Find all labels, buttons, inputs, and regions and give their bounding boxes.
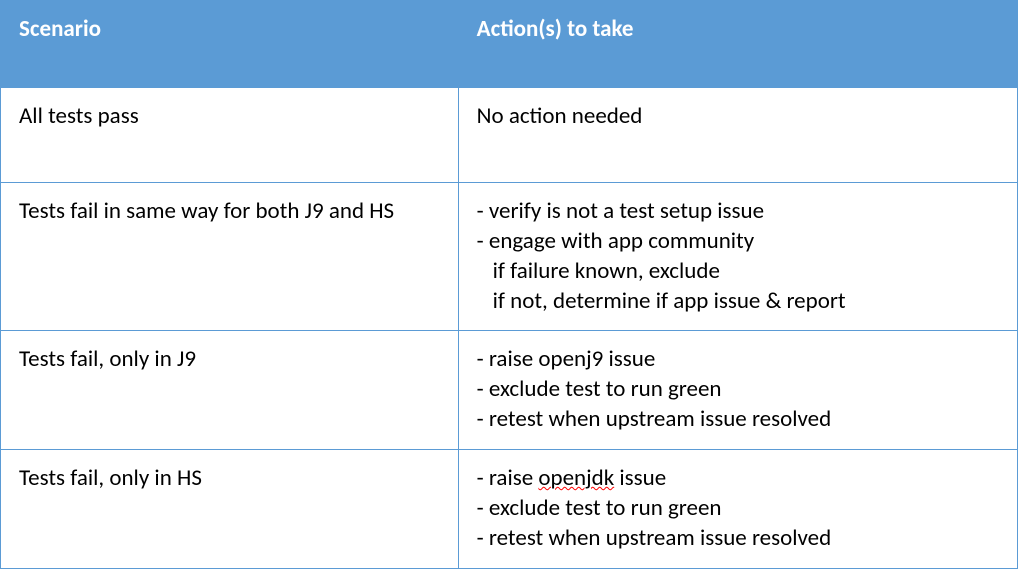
action-line: if not, determine if app issue & report [477,287,999,317]
cell-action: - verify is not a test setup issue- enga… [458,182,1017,331]
header-action: Action(s) to take [458,1,1017,88]
table-row: Tests fail in same way for both J9 and H… [1,182,1018,331]
table-body: All tests pass No action needed Tests fail… [1,88,1018,569]
action-line: - engage with app community [477,227,999,257]
action-line: - retest when upstream issue resolved [477,524,999,554]
action-line: if failure known, exclude [477,257,999,287]
cell-scenario: Tests fail, only in HS [1,450,459,569]
table-header-row: Scenario Action(s) to take [1,1,1018,88]
cell-action: - raise openj9 issue- exclude test to ru… [458,331,1017,450]
action-line: - retest when upstream issue resolved [477,405,999,435]
action-line: No action needed [477,102,999,132]
header-scenario: Scenario [1,1,459,88]
action-line: - raise openj9 issue [477,345,999,375]
action-line: - exclude test to run green [477,375,999,405]
table-row: All tests pass No action needed [1,88,1018,183]
table-row: Tests fail, only in HS- raise openjdk is… [1,450,1018,569]
action-line: - exclude test to run green [477,494,999,524]
spell-error: openjdk [538,464,614,492]
cell-scenario: All tests pass [1,88,459,183]
cell-action: - raise openjdk issue- exclude test to r… [458,450,1017,569]
cell-action: No action needed [458,88,1017,183]
scenario-action-table: Scenario Action(s) to take All tests pas… [0,0,1018,569]
action-line: - raise openjdk issue [477,464,999,494]
cell-scenario: Tests fail, only in J9 [1,331,459,450]
table-row: Tests fail, only in J9- raise openj9 iss… [1,331,1018,450]
cell-scenario: Tests fail in same way for both J9 and H… [1,182,459,331]
action-line: - verify is not a test setup issue [477,197,999,227]
